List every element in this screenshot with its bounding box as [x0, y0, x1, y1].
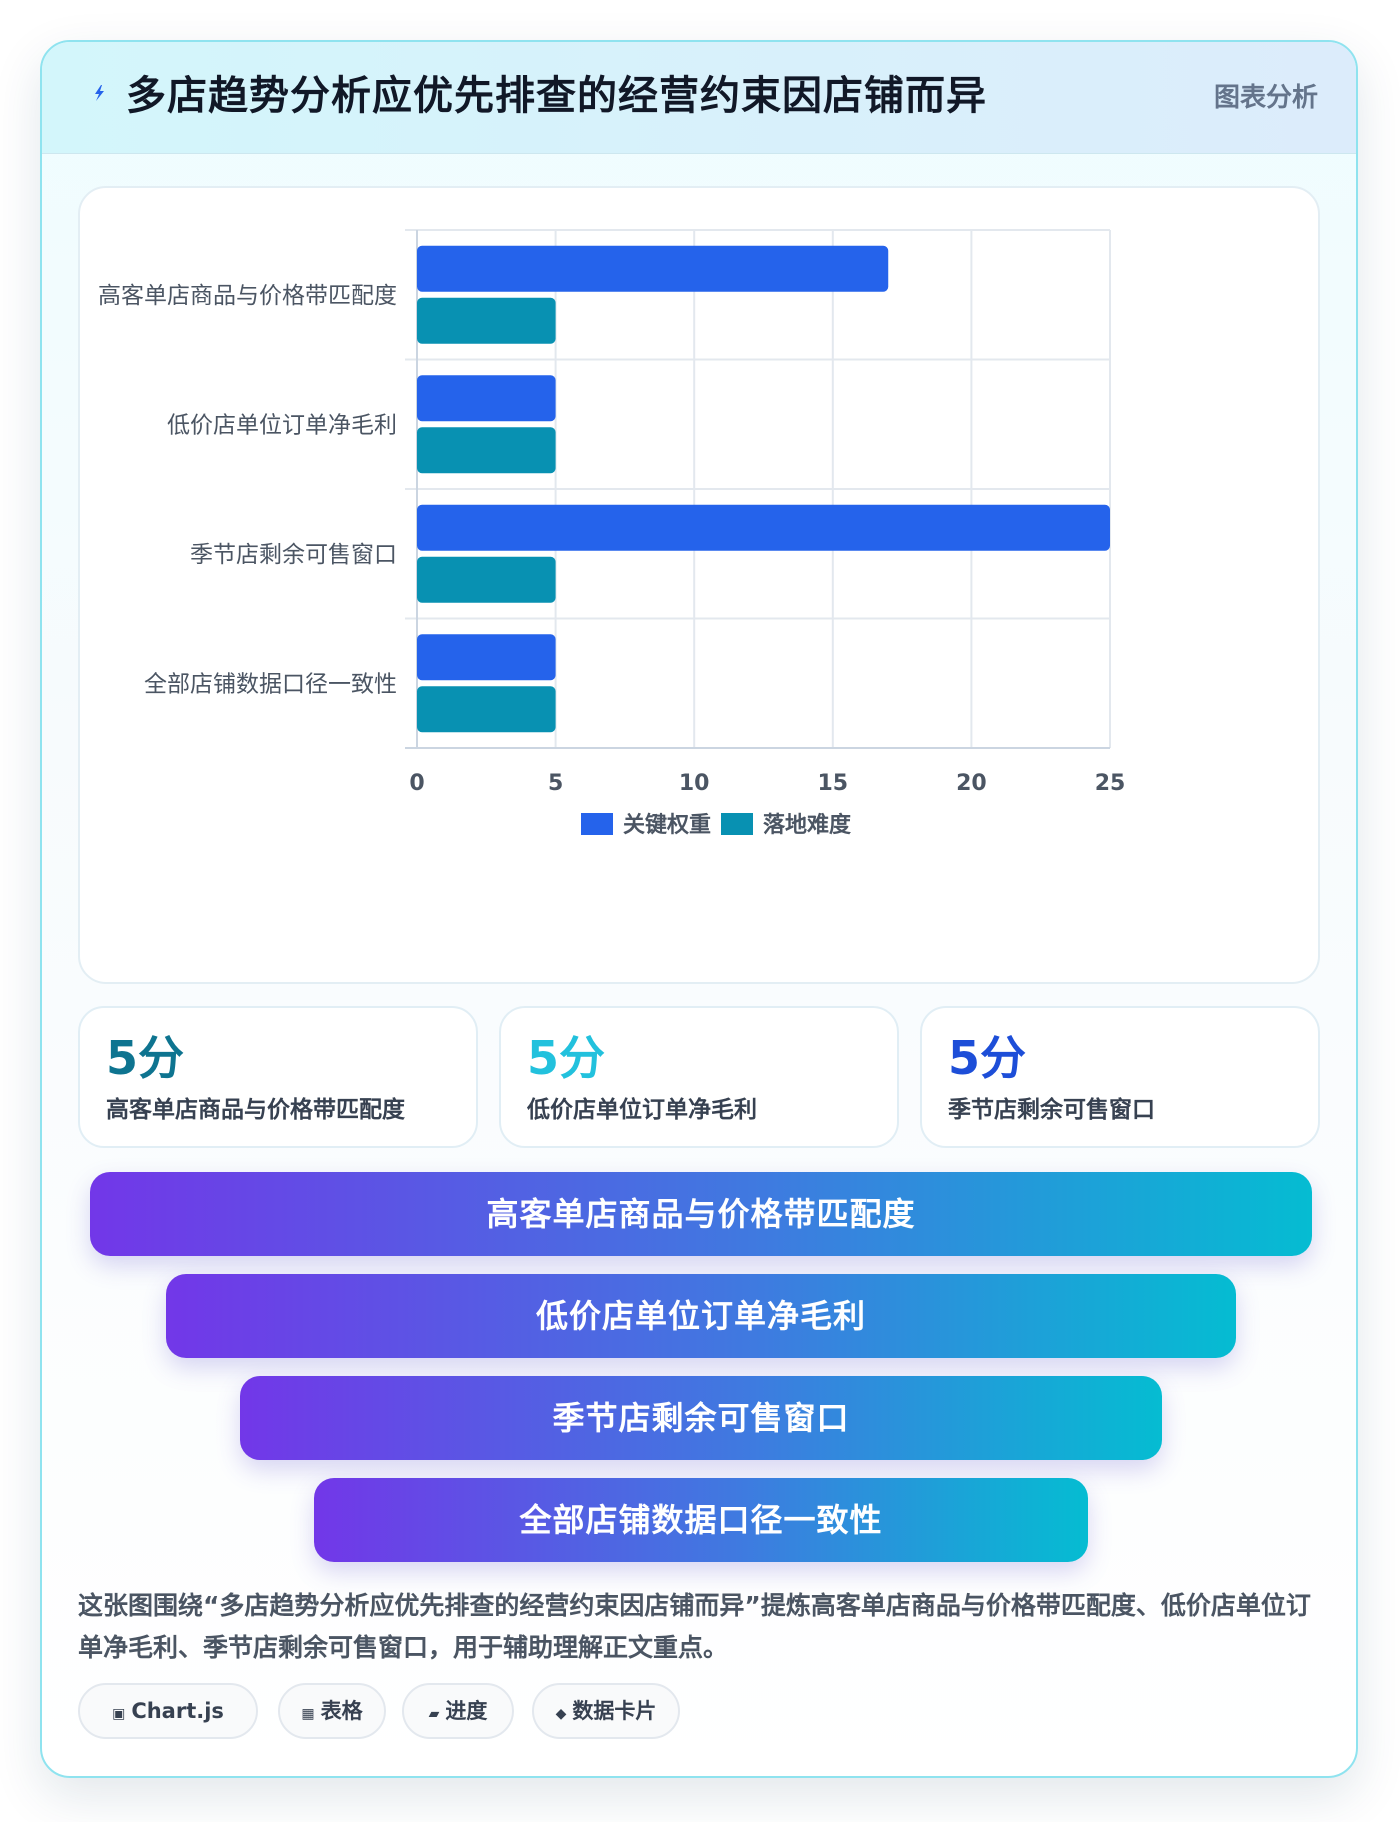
- bar: [417, 375, 556, 422]
- y-category-label: 全部店铺数据口径一致性: [144, 671, 397, 697]
- chip-icon: ▣: [112, 1706, 126, 1722]
- funnel-step: 低价店单位订单净毛利: [166, 1274, 1236, 1358]
- table-icon: ▦: [301, 1706, 315, 1722]
- legend-swatch: [581, 813, 613, 835]
- tag-label: 表格: [320, 1699, 363, 1723]
- chart-panel: 0 5 10 15 20 25 高客单店商品与价格带匹配度低价店单位订单净毛利季节店剩余可售…: [78, 186, 1320, 984]
- bar: [417, 245, 889, 292]
- bar: [417, 556, 556, 603]
- x-tick-label: 20: [956, 771, 987, 796]
- card-header: 多店趋势分析应优先排查的经营约束因店铺而异 图表分析: [42, 42, 1356, 154]
- funnel-step: 季节店剩余可售窗口: [240, 1376, 1162, 1460]
- bar: [417, 504, 1110, 551]
- x-tick-label: 0: [409, 771, 424, 796]
- stat-label: 低价店单位订单净毛利: [527, 1097, 757, 1123]
- stat-value: 5分: [106, 1031, 185, 1085]
- stat-label: 季节店剩余可售窗口: [948, 1097, 1155, 1123]
- summary-text: 这张图围绕“多店趋势分析应优先排查的经营约束因店铺而异”提炼高客单店商品与价格带…: [78, 1591, 1311, 1662]
- legend-label: 落地难度: [763, 812, 852, 838]
- chart-analysis-tag: 图表分析: [1213, 83, 1318, 113]
- tag-table[interactable]: ▦ 表格: [278, 1683, 386, 1739]
- stat-label: 高客单店商品与价格带匹配度: [106, 1097, 405, 1123]
- page-title: 多店趋势分析应优先排查的经营约束因店铺而异: [126, 73, 987, 119]
- tag-progress[interactable]: ▰ 进度: [402, 1683, 514, 1739]
- tag-chartjs[interactable]: ▣ Chart.js: [78, 1683, 258, 1739]
- bar: [417, 686, 556, 733]
- tag-data-card[interactable]: ◆ 数据卡片: [532, 1683, 680, 1739]
- feature-tags: ▣ Chart.js ▦ 表格 ▰ 进度 ◆ 数据卡片: [78, 1683, 1318, 1743]
- stat-value: 5分: [948, 1031, 1027, 1085]
- bar: [417, 427, 556, 474]
- x-tick-label: 15: [817, 771, 848, 796]
- funnel-step: 高客单店商品与价格带匹配度: [90, 1172, 1312, 1256]
- diamond-icon: ◆: [555, 1706, 567, 1722]
- bar: [417, 297, 556, 344]
- x-tick-label: 10: [679, 771, 710, 796]
- stat-card: 5分 低价店单位订单净毛利: [499, 1006, 899, 1148]
- tag-label: 数据卡片: [572, 1699, 657, 1723]
- y-category-label: 季节店剩余可售窗口: [190, 542, 397, 568]
- funnel-step: 全部店铺数据口径一致性: [314, 1478, 1088, 1562]
- bar-chart: 0 5 10 15 20 25 高客单店商品与价格带匹配度低价店单位订单净毛利季节店剩余可售…: [98, 229, 1126, 838]
- y-category-label: 高客单店商品与价格带匹配度: [98, 283, 397, 309]
- x-tick-label: 25: [1095, 771, 1126, 796]
- tag-label: Chart.js: [131, 1699, 224, 1723]
- legend-swatch: [721, 813, 753, 835]
- stat-value: 5分: [527, 1031, 606, 1085]
- lightning-icon: [95, 85, 104, 101]
- stat-card: 5分 高客单店商品与价格带匹配度: [78, 1006, 478, 1148]
- priority-funnel: 高客单店商品与价格带匹配度 低价店单位订单净毛利 季节店剩余可售窗口 全部店铺数…: [42, 1172, 1356, 1572]
- y-category-label: 低价店单位订单净毛利: [167, 412, 397, 438]
- stat-cards: 5分 高客单店商品与价格带匹配度 5分 低价店单位订单净毛利 5分 季节店剩余可…: [78, 1006, 1320, 1148]
- x-tick-label: 5: [548, 771, 563, 796]
- bar: [417, 634, 556, 681]
- legend-label: 关键权重: [623, 812, 711, 838]
- stat-card: 5分 季节店剩余可售窗口: [920, 1006, 1320, 1148]
- tag-label: 进度: [445, 1699, 488, 1723]
- progress-icon: ▰: [428, 1706, 440, 1722]
- chart-card: 多店趋势分析应优先排查的经营约束因店铺而异 图表分析 0 5 10 15 20 25 高客单…: [40, 40, 1358, 1778]
